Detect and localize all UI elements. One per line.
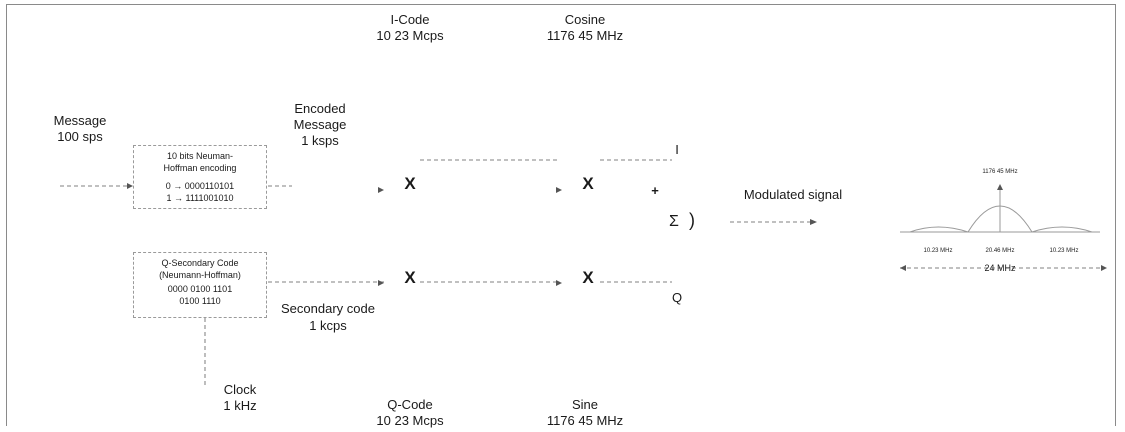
i-code-mixer: X	[404, 174, 416, 193]
arrow-head	[900, 265, 906, 271]
encoder-map-one: 1 → 1111001010	[166, 193, 234, 203]
modulated-signal-label: Modulated signal	[743, 187, 843, 202]
spectrum-side-lobe	[909, 226, 969, 233]
cosine-freq: 1176 45 MHz	[546, 28, 624, 43]
message-title: Message	[53, 113, 107, 128]
q-code-mixer: X	[404, 268, 416, 287]
secondary-code-line3: 0000 0100 1101	[167, 284, 233, 294]
q-branch-label: Q	[671, 290, 683, 305]
q-code-rate: 10 23 Mcps	[376, 413, 444, 428]
spectrum-mid-label: 20.46 MHz	[985, 248, 1015, 254]
arrow-head	[556, 280, 562, 286]
cosine-mixer: X	[582, 174, 594, 193]
sine-mixer: X	[582, 268, 594, 287]
spectrum-side-lobe	[1031, 226, 1093, 233]
secondary-code-line1: Q-Secondary Code	[161, 258, 239, 268]
summation-bracket: )	[689, 210, 695, 230]
diagram-frame	[6, 4, 1116, 426]
summation-symbol: Σ	[669, 213, 679, 230]
encoded-message-rate: 1 ksps	[301, 133, 339, 148]
arrow-head	[1101, 265, 1107, 271]
q-code-title: Q-Code	[387, 397, 433, 412]
i-branch-label: I	[675, 142, 679, 157]
encoded-message-line2: Message	[293, 117, 347, 132]
sine-title: Sine	[571, 397, 599, 412]
clock-title: Clock	[223, 382, 257, 397]
secondary-code-rate: 1 kcps	[309, 318, 347, 333]
secondary-code-box	[133, 252, 267, 318]
spectrum-center-freq: 1176 45 MHz	[982, 169, 1018, 175]
sine-freq: 1176 45 MHz	[546, 413, 624, 428]
spectrum-side-label: 10.23 MHz	[923, 248, 953, 254]
arrow-head	[810, 219, 817, 225]
encoder-box	[133, 145, 267, 209]
plus-sign: +	[651, 183, 659, 198]
encoded-message-line1: Encoded	[294, 101, 346, 116]
encoder-map-zero: 0 → 0000110101	[165, 181, 235, 191]
spectrum-bandwidth: 24 MHz	[984, 263, 1016, 273]
arrow-head	[127, 183, 133, 189]
clock-rate: 1 kHz	[223, 398, 257, 413]
arrow-head	[556, 187, 562, 193]
secondary-code-title: Secondary code	[281, 301, 375, 316]
message-rate: 100 sps	[57, 129, 103, 144]
secondary-code-line2: (Neumann-Hoffman)	[159, 270, 241, 280]
arrow-head	[378, 187, 384, 193]
secondary-code-line4: 0100 1110	[179, 296, 221, 306]
cosine-title: Cosine	[564, 12, 606, 27]
i-code-title: I-Code	[390, 12, 430, 27]
i-code-rate: 10 23 Mcps	[376, 28, 444, 43]
arrow-head	[997, 184, 1003, 190]
spectrum-side-label: 10.23 MHz	[1049, 248, 1079, 254]
arrow-head	[378, 280, 384, 286]
encoder-title-line2: Hoffman encoding	[163, 163, 237, 173]
encoder-title-line1: 10 bits Neuman-	[166, 151, 234, 161]
